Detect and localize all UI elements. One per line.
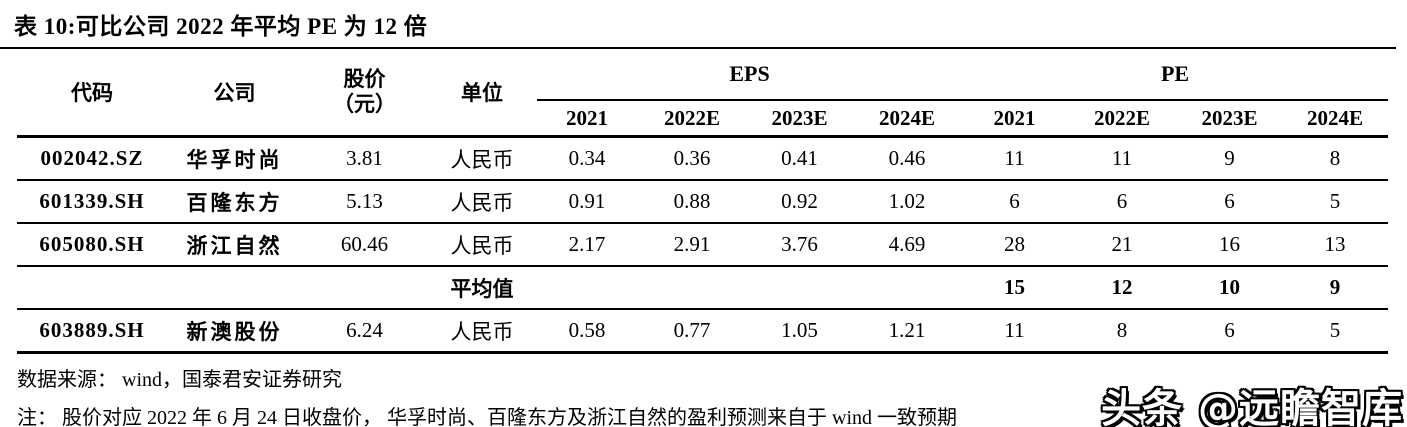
comparable-companies-table: 代码 公司 股价 （元） 单位 EPS PE 2021 2022E 2023E … (17, 49, 1389, 354)
cell-pe-2021: 11 (962, 136, 1068, 181)
col-header-pe-2022e: 2022E (1067, 100, 1178, 138)
cell-pe-2024e: 5 (1282, 180, 1389, 224)
cell-eps-2024e: 1.21 (852, 309, 963, 354)
cell-pe-2022e: 8 (1067, 309, 1178, 354)
cell-eps-2022e (637, 266, 747, 310)
cell-eps-2023e: 0.92 (747, 180, 852, 224)
col-header-eps-2022e: 2022E (637, 100, 747, 138)
cell-eps-2023e: 1.05 (747, 309, 852, 354)
cell-eps-2024e: 4.69 (852, 223, 963, 267)
col-header-unit: 单位 (427, 49, 537, 138)
cell-price: 5.13 (302, 180, 427, 224)
cell-pe-2024e: 8 (1282, 136, 1389, 181)
cell-pe-2024e: 13 (1282, 223, 1389, 267)
table-row: 603889.SH 新澳股份 6.24 人民币 0.58 0.77 1.05 1… (17, 309, 1389, 354)
cell-unit: 人民币 (427, 180, 537, 224)
cell-price: 3.81 (302, 136, 427, 181)
col-group-pe: PE (962, 49, 1389, 101)
cell-code: 601339.SH (17, 180, 167, 224)
cell-eps-2021: 0.34 (537, 136, 637, 181)
col-header-price: 股价 （元） (302, 49, 427, 138)
cell-company: 新澳股份 (167, 309, 302, 354)
cell-eps-2021: 2.17 (537, 223, 637, 267)
cell-price (302, 266, 427, 310)
header-row-years: 2021 2022E 2023E 2024E 2021 2022E 2023E … (17, 100, 1389, 138)
watermark: 头条 @远瞻智库 (1101, 386, 1403, 427)
footnote: 注： 股价对应 2022 年 6 月 24 日收盘价， 华孚时尚、百隆东方及浙江… (17, 407, 957, 427)
cell-pe-2023e: 6 (1177, 180, 1283, 224)
cell-price: 60.46 (302, 223, 427, 267)
cell-pe-2021: 11 (962, 309, 1068, 354)
cell-pe-2021: 6 (962, 180, 1068, 224)
cell-code: 002042.SZ (17, 136, 167, 181)
col-header-pe-2024e: 2024E (1282, 100, 1389, 138)
col-header-eps-2023e: 2023E (747, 100, 852, 138)
data-source-note: 数据来源： wind，国泰君安证券研究 (17, 369, 342, 391)
cell-eps-2023e (747, 266, 852, 310)
cell-pe-2021: 15 (962, 266, 1068, 310)
cell-pe-2023e: 10 (1177, 266, 1283, 310)
cell-eps-2024e (852, 266, 963, 310)
cell-unit: 人民币 (427, 223, 537, 267)
table-row: 605080.SH 浙江自然 60.46 人民币 2.17 2.91 3.76 … (17, 223, 1389, 267)
cell-eps-2022e: 0.77 (637, 309, 747, 354)
cell-eps-2021: 0.58 (537, 309, 637, 354)
cell-eps-2021 (537, 266, 637, 310)
cell-eps-2021: 0.91 (537, 180, 637, 224)
cell-unit: 人民币 (427, 309, 537, 354)
cell-code (17, 266, 167, 310)
cell-pe-2022e: 11 (1067, 136, 1178, 181)
col-header-code: 代码 (17, 49, 167, 138)
cell-eps-2024e: 1.02 (852, 180, 963, 224)
cell-eps-2022e: 0.88 (637, 180, 747, 224)
cell-unit: 人民币 (427, 136, 537, 181)
cell-code: 603889.SH (17, 309, 167, 354)
cell-pe-2023e: 9 (1177, 136, 1283, 181)
col-header-eps-2024e: 2024E (852, 100, 963, 138)
table-row: 002042.SZ 华孚时尚 3.81 人民币 0.34 0.36 0.41 0… (17, 136, 1389, 181)
cell-company: 百隆东方 (167, 180, 302, 224)
cell-pe-2022e: 21 (1067, 223, 1178, 267)
cell-eps-2023e: 0.41 (747, 136, 852, 181)
col-group-eps: EPS (537, 49, 963, 101)
col-header-company: 公司 (167, 49, 302, 138)
cell-company: 浙江自然 (167, 223, 302, 267)
cell-pe-2023e: 16 (1177, 223, 1283, 267)
table-title: 表 10:可比公司 2022 年平均 PE 为 12 倍 (14, 14, 428, 39)
cell-code: 605080.SH (17, 223, 167, 267)
cell-pe-2024e: 9 (1282, 266, 1389, 310)
cell-pe-2022e: 6 (1067, 180, 1178, 224)
col-header-pe-2021: 2021 (962, 100, 1068, 138)
table-row: 601339.SH 百隆东方 5.13 人民币 0.91 0.88 0.92 1… (17, 180, 1389, 224)
price-label-line1: 股价 (343, 67, 386, 91)
cell-price: 6.24 (302, 309, 427, 354)
cell-eps-2023e: 3.76 (747, 223, 852, 267)
col-header-eps-2021: 2021 (537, 100, 637, 138)
cell-company (167, 266, 302, 310)
cell-company: 华孚时尚 (167, 136, 302, 181)
cell-eps-2022e: 0.36 (637, 136, 747, 181)
cell-eps-2024e: 0.46 (852, 136, 963, 181)
title-divider (0, 47, 1396, 49)
cell-pe-2021: 28 (962, 223, 1068, 267)
cell-pe-2024e: 5 (1282, 309, 1389, 354)
average-row: 平均值 15 12 10 9 (17, 266, 1389, 310)
cell-pe-2022e: 12 (1067, 266, 1178, 310)
cell-eps-2022e: 2.91 (637, 223, 747, 267)
report-table-page: 表 10:可比公司 2022 年平均 PE 为 12 倍 代码 公司 股价 （元… (0, 7, 1407, 427)
col-header-pe-2023e: 2023E (1177, 100, 1283, 138)
cell-unit: 平均值 (427, 266, 537, 310)
header-row-groups: 代码 公司 股价 （元） 单位 EPS PE (17, 49, 1389, 138)
price-label-line2: （元） (333, 92, 396, 116)
cell-pe-2023e: 6 (1177, 309, 1283, 354)
